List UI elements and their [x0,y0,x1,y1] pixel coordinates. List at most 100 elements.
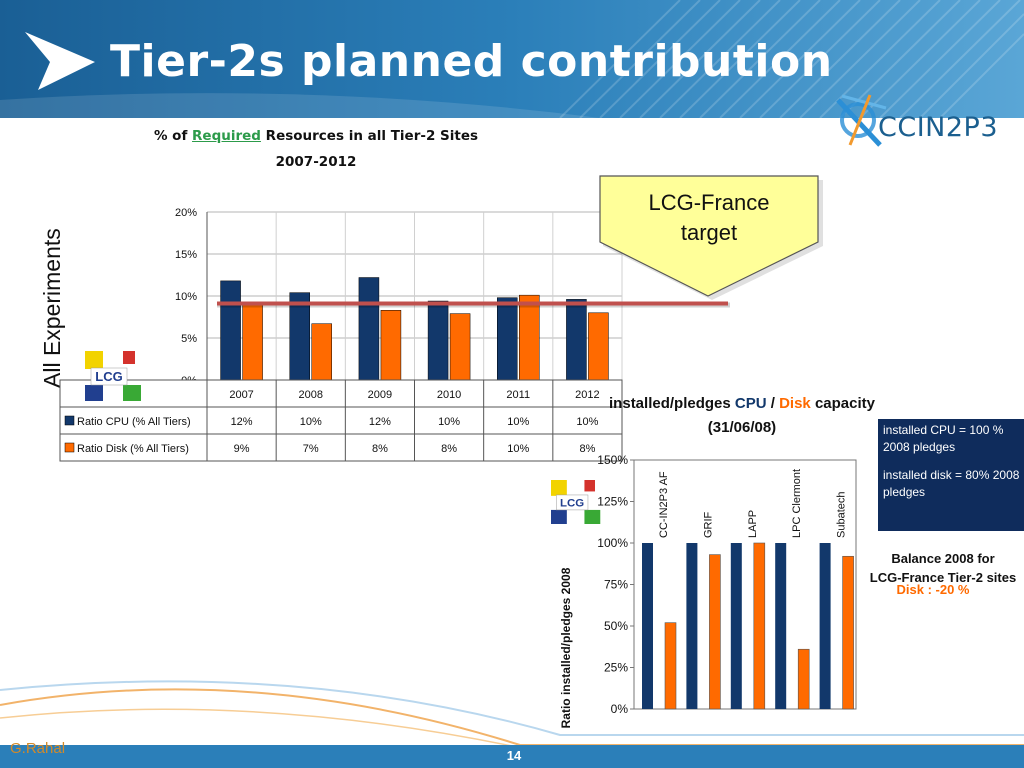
chart2-title: installed/pledges CPU / Disk capacity [560,395,924,412]
lcg-logo-2-blue [551,509,567,524]
chart2-bar-cpu [775,543,787,709]
chart1-x-tick-label: 2012 [575,389,599,401]
chart2-bar-cpu [686,543,698,709]
footer-swoosh-1 [0,688,1024,746]
chart2-category-label: GRIF [702,511,714,538]
lcg-logo-1-blue [85,385,103,401]
chart1-y-tick-label: 20% [175,207,197,219]
chart1-bar-cpu [497,297,518,381]
chart2-bar-cpu [730,543,742,709]
chart1-legend-swatch [64,415,75,426]
chart2-y-tick-label: 25% [604,661,628,675]
callout-line1: LCG-France [648,190,769,215]
chart1-bar-disk [449,313,471,381]
chart2-category-label: LAPP [747,510,759,538]
header-background [0,0,1024,118]
chart2-y-tick-label: 125% [597,495,628,509]
balance-disk: Disk : -20 % [896,582,970,597]
lcg-logo-2-text: LCG [560,497,584,509]
chart2-title-disk: Disk [779,395,811,412]
chart1-data-label: 10% [507,443,529,455]
lcg-logo-1-green [123,385,141,401]
callout-line2: target [681,220,737,245]
chart1-legend-label: Ratio CPU (% All Tiers) [77,416,191,428]
footer-swoosh-3 [0,708,1024,753]
info-cpu-text: installed CPU = 100 % 2008 pledges [883,423,1004,454]
lcg-logo-1-text: LCG [95,369,122,384]
lcg-logo-1-red [123,351,135,364]
chart2-subtitle: (31/06/08) [707,419,777,436]
chart2-bar-disk [842,555,854,710]
lcg-logo-2-yellow [551,480,567,496]
chart1-bar-disk [519,294,540,381]
chart1-x-tick-label: 2011 [506,389,530,401]
info-disk-text: installed disk = 80% 2008 pledges [883,468,1020,499]
chart1-data-label: 10% [507,416,529,428]
chart2-bar-cpu [642,543,653,709]
callout-box [599,175,819,297]
balance-line2: LCG-France Tier-2 sites [869,570,1017,585]
chart1-x-tick-label: 2010 [437,389,461,401]
chart1-y-tick-label: 10% [175,291,197,303]
play-arrow-icon [25,32,95,90]
chart2-bar-disk [797,648,810,710]
chart2-y-axis-label: Ratio installed/pledges 2008 [559,567,573,728]
chart1-data-label: 8% [441,443,457,455]
footer-decoration [0,680,1024,768]
chart2-category-label: LPC Clermont [791,469,803,538]
chart2-title-cpu: CPU [734,395,767,412]
chart2-bar-cpu [819,543,831,709]
chart1-bar-cpu [427,300,449,381]
chart2-category-label: Subatech [836,492,848,538]
lcg-logo-1-yellow [85,351,103,369]
chart1-data-label: 12% [231,416,253,428]
author: G.Rahal [10,740,66,757]
chart1-subtitle: 2007-2012 [275,154,357,170]
chart1-title-prefix: % of [153,128,188,144]
chart1-bar-disk [242,304,263,381]
chart1-data-label: 10% [438,416,460,428]
chart1-data-label: 8% [372,443,388,455]
chart1-data-label: 10% [576,416,598,428]
chart1-bar-disk [380,310,402,381]
chart1-title: % of Required Resources in all Tier-2 Si… [60,128,572,144]
chart2-y-tick-label: 50% [604,619,628,633]
chart1-title-suffix: Resources in all Tier-2 Sites [265,128,479,144]
chart1-legend-swatch [64,442,75,453]
lcg-logo-2-green [584,509,601,524]
chart1-bar-cpu [358,277,380,381]
chart1-data-label: 12% [369,416,391,428]
chart2-y-tick-label: 75% [604,578,628,592]
chart1-data-table [59,379,623,462]
chart2-category-label: CC-IN2P3 AF [658,471,670,538]
chart1-bar-disk [588,312,609,381]
lcg-logo-2-red [584,480,595,492]
slide-title: Tier-2s planned contribution [110,36,833,87]
chart1-y-tick-label: 15% [175,249,197,261]
chart1-data-label: 7% [303,443,319,455]
header-band [0,0,1024,118]
lcg-logo-2-plate [556,494,589,511]
chart2-bar-disk [709,554,721,710]
logo-text: CCIN2P3 [878,112,999,143]
chart2-y-tick-label: 100% [597,536,628,550]
chart2-bar-disk [664,622,677,710]
footer-swoosh-2 [0,680,1024,736]
chart1-x-tick-label: 2009 [368,389,392,401]
chart2-title-suffix: capacity [814,395,875,412]
chart2-y-tick-label: 0% [611,702,629,716]
chart2-y-tick-label: 150% [597,453,628,467]
page-number: 14 [506,748,522,763]
chart1-y-tick-label: 5% [181,333,197,345]
chart1-legend-label: Ratio Disk (% All Tiers) [77,443,189,455]
chart1-x-tick-label: 2007 [229,389,253,401]
chart1-data-label: 8% [579,443,595,455]
chart1-bar-cpu [566,299,587,381]
chart1-bar-cpu [220,280,241,381]
chart1-data-label: 10% [300,416,322,428]
info-box: installed CPU = 100 % 2008 pledges insta… [878,419,1024,531]
lcg-logo-1-plate [90,367,128,386]
chart1-title-required: Required [192,128,261,144]
chart2-title-sep: / [770,395,775,412]
